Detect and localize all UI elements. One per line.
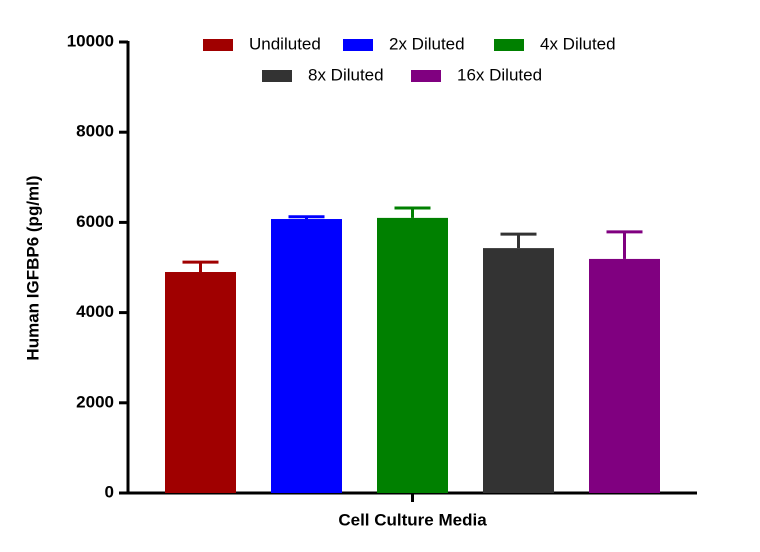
legend-swatch [203,39,233,51]
legend-swatch [343,39,373,51]
y-tick-label: 4000 [76,302,114,321]
legend-label: 4x Diluted [540,34,616,53]
y-tick-label: 6000 [76,212,114,231]
y-tick-label: 2000 [76,392,114,411]
y-tick-label: 10000 [67,31,114,50]
legend-swatch [411,70,441,82]
bar [377,217,448,493]
legend-label: 16x Diluted [457,65,542,84]
x-tick-label: Cell Culture Media [338,510,487,529]
legend-label: 2x Diluted [389,34,465,53]
y-axis-label: Human IGFBP6 (pg/ml) [23,175,42,360]
y-tick-label: 0 [105,482,114,501]
y-tick-label: 8000 [76,122,114,141]
bar [483,248,554,493]
legend-swatch [262,70,292,82]
bar [589,258,660,493]
legend-label: Undiluted [249,34,321,53]
legend-swatch [494,39,524,51]
legend-label: 8x Diluted [308,65,384,84]
bar [271,219,342,493]
bar [165,272,236,493]
